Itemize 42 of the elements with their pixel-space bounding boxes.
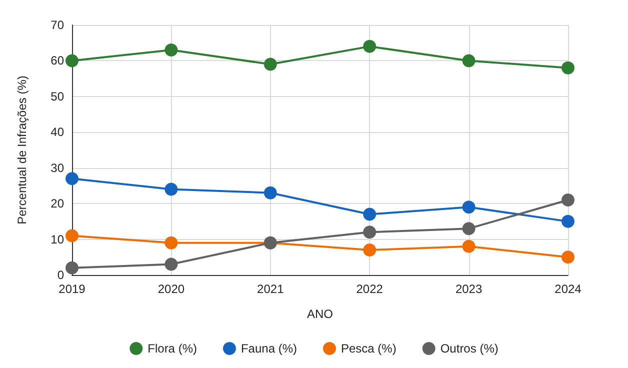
y-tick-label: 30 bbox=[50, 160, 64, 175]
point bbox=[562, 214, 574, 228]
point bbox=[462, 200, 476, 214]
point bbox=[66, 261, 78, 274]
point bbox=[462, 240, 476, 253]
x-tick-label: 2020 bbox=[158, 282, 185, 296]
point bbox=[164, 236, 178, 250]
point bbox=[462, 222, 476, 236]
point bbox=[562, 250, 574, 264]
y-tick-label: 70 bbox=[50, 18, 64, 32]
point bbox=[66, 54, 78, 68]
point bbox=[363, 226, 376, 239]
point bbox=[562, 61, 574, 74]
x-tick-label: 2021 bbox=[257, 282, 284, 296]
x-axis-title: ANO bbox=[306, 307, 334, 321]
point bbox=[164, 44, 178, 56]
x-tick-label: 2024 bbox=[554, 282, 582, 296]
x-tick-label: 2019 bbox=[58, 282, 86, 296]
y-tick-label: 40 bbox=[50, 125, 64, 140]
point bbox=[462, 54, 476, 68]
legend-label: Flora (%) bbox=[148, 342, 197, 356]
legend-label: Pesca (%) bbox=[341, 342, 396, 356]
point bbox=[164, 258, 178, 271]
point bbox=[562, 194, 574, 206]
point bbox=[66, 229, 78, 242]
legend-label: Fauna (%) bbox=[240, 342, 298, 356]
point bbox=[363, 208, 376, 221]
point bbox=[66, 172, 78, 186]
y-tick-label: 50 bbox=[50, 89, 64, 104]
y-tick-label: 20 bbox=[50, 196, 64, 211]
point bbox=[363, 40, 376, 53]
y-tick-label: 0 bbox=[57, 268, 64, 282]
point bbox=[164, 182, 178, 196]
legend-label: Outros (%) bbox=[440, 342, 498, 356]
point bbox=[363, 244, 376, 256]
x-tick-label: 2022 bbox=[356, 282, 384, 296]
y-axis-title: Percentual de Infrações (%) bbox=[15, 76, 29, 224]
point bbox=[264, 58, 277, 71]
y-tick-label: 60 bbox=[50, 54, 64, 68]
x-tick-label: 2023 bbox=[455, 282, 482, 296]
y-tick-label: 10 bbox=[50, 232, 64, 246]
point bbox=[264, 186, 277, 200]
